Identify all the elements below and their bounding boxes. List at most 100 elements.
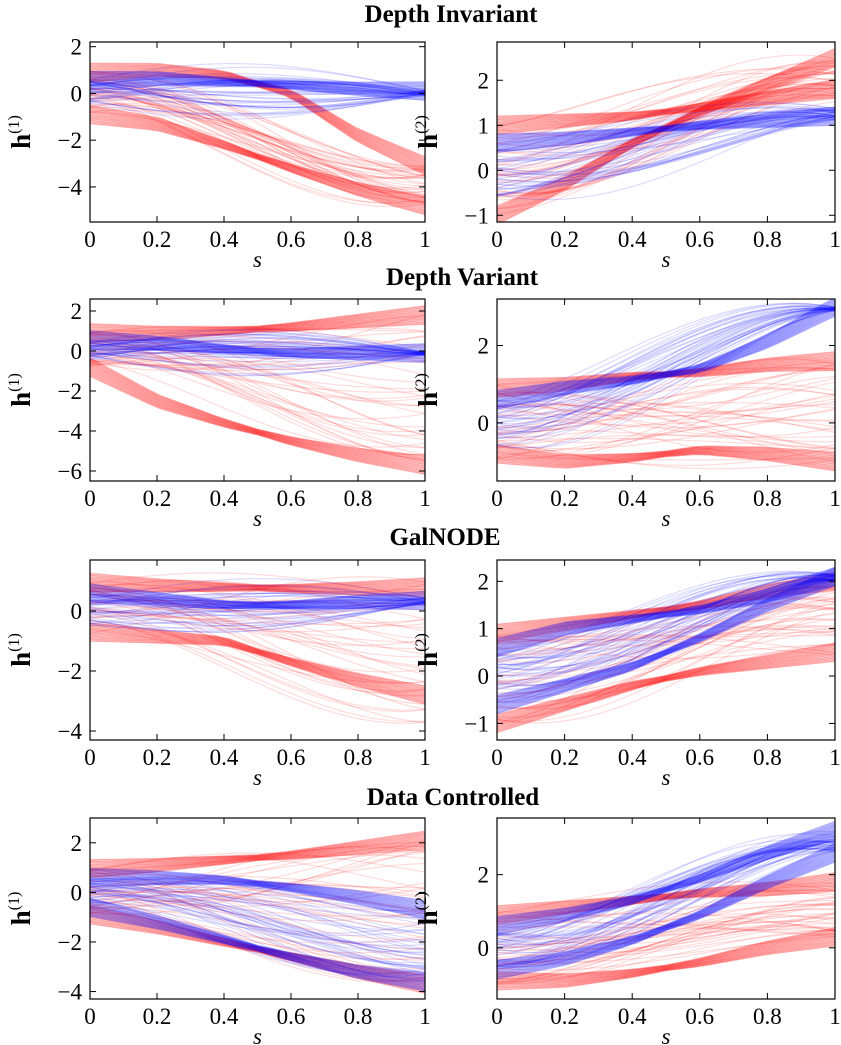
trajectory-line — [90, 353, 425, 376]
trajectory-band-line — [90, 624, 425, 689]
trajectory-line — [497, 369, 835, 435]
trajectory-line — [90, 600, 425, 655]
trajectory-band-line — [497, 361, 835, 390]
trajectory-line — [90, 72, 425, 180]
trajectory-line — [90, 333, 425, 361]
trajectory-line — [497, 391, 835, 423]
trajectory-line — [90, 352, 425, 377]
trajectory-line — [90, 876, 425, 921]
trajectory-line — [497, 929, 835, 961]
trajectory-line — [497, 308, 835, 424]
trajectory-band-line — [497, 874, 835, 909]
trajectory-line — [90, 94, 425, 185]
trajectory-line — [90, 82, 425, 104]
trajectory-band-line — [90, 878, 425, 913]
trajectory-line — [497, 844, 835, 929]
y-axis-label: h(2) — [413, 115, 443, 149]
trajectory-line — [497, 363, 835, 457]
trajectory-band-line — [497, 89, 835, 127]
trajectory-line — [90, 589, 425, 692]
trajectory-line — [497, 302, 835, 402]
trajectory-line — [497, 113, 835, 189]
trajectory-line — [497, 840, 835, 968]
trajectory-line — [90, 98, 425, 208]
trajectory-line — [90, 849, 425, 903]
trajectory-line — [90, 596, 425, 675]
trajectory-line — [90, 346, 425, 361]
trajectory-line — [497, 624, 835, 685]
trajectory-line — [497, 840, 835, 935]
trajectory-band-line — [90, 913, 425, 990]
trajectory-band-line — [497, 449, 835, 462]
x-tick-label: 0.6 — [685, 745, 714, 770]
trajectory-line — [497, 403, 835, 455]
trajectory-band-line — [90, 311, 425, 332]
trajectory-band-line — [497, 54, 835, 214]
trajectory-line — [497, 305, 835, 418]
x-axis-label: s — [253, 506, 262, 531]
trajectory-line — [90, 82, 425, 101]
trajectory-line — [497, 308, 835, 435]
trajectory-line — [497, 115, 835, 173]
trajectory-line — [90, 106, 425, 172]
trajectory-line — [497, 913, 835, 950]
trajectory-line — [90, 336, 425, 354]
trajectory-band-line — [90, 842, 425, 872]
trajectory-band-line — [497, 581, 835, 635]
trajectory-band-line — [497, 878, 835, 914]
trajectory-line — [90, 597, 425, 617]
trajectory-line — [90, 340, 425, 361]
trajectory-line — [497, 850, 835, 963]
trajectory-line — [497, 600, 835, 709]
trajectory-line — [90, 81, 425, 191]
trajectory-line — [90, 599, 425, 629]
trajectory-line — [497, 890, 835, 935]
trajectory-line — [497, 617, 835, 656]
trajectory-band-line — [497, 882, 835, 917]
trajectory-line — [90, 341, 425, 359]
trajectory-line — [497, 377, 835, 411]
trajectory-line — [90, 340, 425, 354]
trajectory-line — [90, 601, 425, 650]
trajectory-group — [90, 830, 425, 994]
trajectory-band-line — [497, 579, 835, 653]
y-tick-label: 1 — [478, 617, 490, 642]
trajectory-line — [90, 602, 425, 632]
trajectory-line — [90, 332, 425, 357]
trajectory-line — [497, 844, 835, 970]
trajectory-band-line — [90, 71, 425, 83]
trajectory-line — [497, 832, 835, 938]
trajectory-band-line — [497, 364, 835, 393]
trajectory-band-line — [90, 83, 425, 101]
trajectory-line — [497, 87, 835, 140]
trajectory-line — [497, 847, 835, 942]
trajectory-line — [90, 593, 425, 619]
trajectory-line — [90, 79, 425, 197]
trajectory-line — [90, 90, 425, 104]
y-axis-label: h(2) — [413, 373, 443, 407]
trajectory-band-line — [90, 572, 425, 586]
trajectory-line — [497, 109, 835, 177]
trajectory-line — [497, 113, 835, 184]
trajectory-band-line — [497, 859, 835, 978]
trajectory-line — [90, 97, 425, 191]
trajectory-line — [90, 315, 425, 364]
trajectory-band-line — [497, 644, 835, 717]
trajectory-band-line — [90, 867, 425, 902]
trajectory-line — [497, 929, 835, 983]
trajectory-band-line — [90, 66, 425, 163]
trajectory-line — [497, 67, 835, 145]
trajectory-line — [497, 307, 835, 440]
x-tick-label: 0.2 — [550, 1004, 579, 1029]
trajectory-line — [90, 883, 425, 907]
trajectory-line — [90, 888, 425, 966]
trajectory-band-line — [497, 852, 835, 972]
trajectory-line — [90, 78, 425, 187]
x-tick-label: 0 — [491, 1004, 503, 1029]
trajectory-line — [90, 877, 425, 960]
x-axis-label: s — [253, 765, 262, 790]
trajectory-line — [497, 111, 835, 201]
x-tick-label: 0.6 — [277, 745, 306, 770]
trajectory-band-line — [90, 577, 425, 588]
trajectory-line — [90, 899, 425, 974]
